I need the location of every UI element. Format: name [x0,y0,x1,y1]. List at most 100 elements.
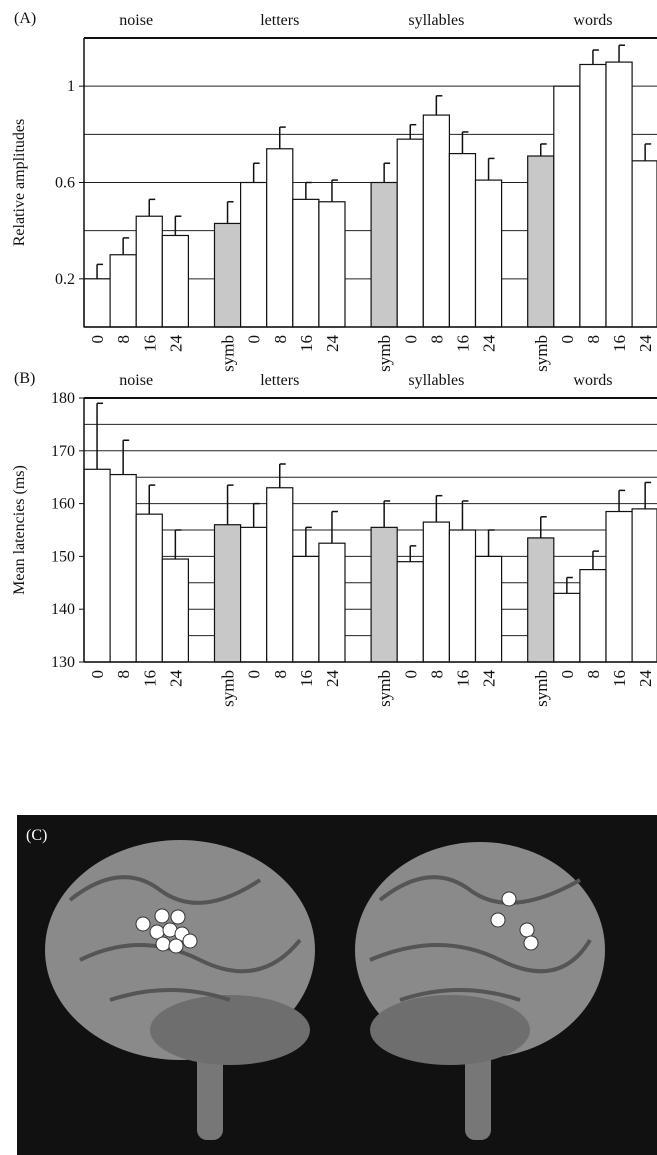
x-tick-label: 8 [271,670,290,679]
bar [528,538,554,662]
bar [136,514,162,662]
x-tick-label: 8 [427,335,446,344]
x-tick-label: 24 [480,335,499,353]
x-tick-label: 8 [114,335,133,344]
bar [162,235,188,327]
bar [449,530,475,662]
bar [632,161,657,327]
x-tick-label: 24 [636,670,655,688]
bar [449,154,475,327]
y-tick-label: 0.2 [55,271,75,288]
bar [110,475,136,662]
x-tick-label: 16 [610,670,629,687]
bar [136,216,162,327]
bar [84,469,110,662]
bar [632,509,657,662]
bar [110,255,136,327]
x-tick-label: 16 [297,670,316,687]
panel-label: (B) [14,370,35,387]
group-label: letters [260,372,299,389]
x-tick-label: 16 [453,670,472,687]
bar [580,64,606,327]
x-tick-label: 8 [271,335,290,344]
y-tick-label: 140 [51,601,75,618]
x-tick-label: 24 [166,670,185,688]
bar [606,512,632,662]
bar [554,86,580,327]
bar [319,543,345,662]
y-tick-label: 150 [51,548,75,565]
bar [580,570,606,662]
x-tick-label: 0 [558,670,577,679]
bar [241,527,267,662]
y-axis-label: Relative amplitudes [11,119,28,247]
group-label: letters [260,12,299,29]
y-tick-label: 180 [51,390,75,407]
x-tick-label: symb [532,335,551,372]
bar [606,62,632,327]
bar [215,525,241,662]
x-tick-label: 8 [114,670,133,679]
x-tick-label: symb [219,670,238,707]
y-tick-label: 160 [51,496,75,513]
bar [267,149,293,327]
y-tick-label: 130 [51,654,75,671]
figure: (C) (A)Relative amplitudes0.20.61noise08… [0,0,657,1155]
x-tick-label: symb [375,670,394,707]
x-tick-label: 0 [88,670,107,679]
bar [554,593,580,662]
x-tick-label: 16 [140,670,159,687]
x-tick-label: 8 [427,670,446,679]
y-tick-label: 0.6 [55,175,75,192]
group-label: syllables [408,12,464,29]
group-label: syllables [408,372,464,389]
y-axis-label: Mean latencies (ms) [11,465,28,595]
x-tick-label: 24 [323,670,342,688]
bar [371,183,397,328]
y-tick-label: 170 [51,443,75,460]
bar [423,115,449,327]
x-tick-label: 0 [245,335,264,344]
group-label: words [573,12,612,29]
x-tick-label: 0 [88,335,107,344]
x-tick-label: 0 [245,670,264,679]
bar [293,556,319,662]
panel-label: (C) [26,827,47,844]
bar [267,488,293,662]
x-tick-label: 8 [584,335,603,344]
bar [397,139,423,327]
group-label: words [573,372,612,389]
bar [423,522,449,662]
panel-label: (A) [14,10,36,27]
x-tick-label: 0 [401,670,420,679]
bar [371,527,397,662]
bar [241,183,267,328]
group-label: noise [119,12,153,29]
x-tick-label: 0 [401,335,420,344]
x-tick-label: symb [219,335,238,372]
group-label: noise [119,372,153,389]
x-tick-label: 24 [636,335,655,353]
x-tick-label: 24 [323,335,342,353]
y-tick-label: 1 [67,78,75,95]
bar [319,202,345,327]
brain-panel: (C) [17,815,657,1155]
bar [476,180,502,327]
x-tick-label: 0 [558,335,577,344]
bar [397,562,423,662]
x-tick-label: 8 [584,670,603,679]
x-tick-label: 24 [166,335,185,353]
bar [476,556,502,662]
x-tick-label: symb [532,670,551,707]
x-tick-label: 24 [480,670,499,688]
x-tick-label: symb [375,335,394,372]
x-tick-label: 16 [140,335,159,352]
x-tick-label: 16 [610,335,629,352]
bar [293,199,319,327]
bar [84,279,110,327]
bar [215,223,241,327]
x-tick-label: 16 [297,335,316,352]
bar [162,559,188,662]
bar [528,156,554,327]
x-tick-label: 16 [453,335,472,352]
